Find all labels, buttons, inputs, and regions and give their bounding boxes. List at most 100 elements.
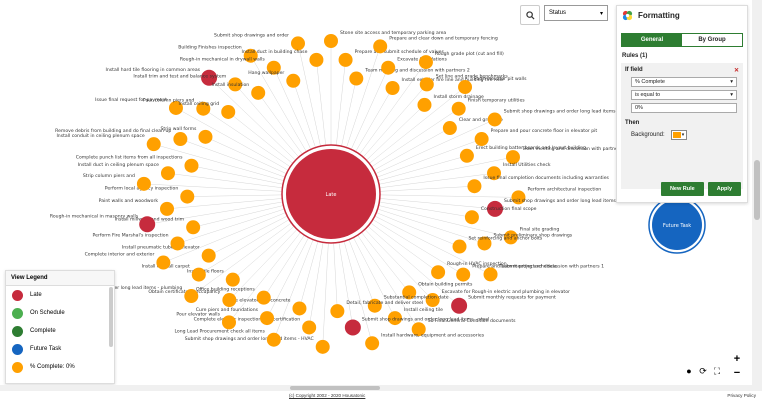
task-node-circle[interactable] — [160, 201, 175, 216]
task-node-circle[interactable] — [309, 52, 324, 67]
search-button[interactable] — [520, 5, 540, 25]
task-node-circle[interactable] — [180, 189, 195, 204]
task-node-circle[interactable] — [344, 319, 361, 336]
task-node[interactable]: Form elevator pit walls — [458, 76, 527, 95]
task-node[interactable]: Detail, fabricate and deliver steel — [330, 300, 423, 319]
task-node-circle[interactable] — [467, 179, 482, 194]
task-node-circle[interactable] — [385, 80, 400, 95]
task-node-circle[interactable] — [184, 158, 199, 173]
task-node-circle[interactable] — [483, 267, 498, 282]
task-node-circle[interactable] — [452, 239, 467, 254]
task-node-circle[interactable] — [431, 265, 446, 280]
task-node-circle[interactable] — [349, 71, 364, 86]
fullscreen-button[interactable]: ⛶ — [711, 364, 723, 378]
task-node[interactable]: Erect building batter boards and layout … — [459, 145, 586, 163]
task-node-circle[interactable] — [256, 290, 271, 305]
task-node-circle[interactable] — [201, 248, 216, 263]
task-node[interactable]: Strip column piers and — [83, 173, 151, 191]
task-node[interactable]: Rough grade plot (cut and fill) — [418, 51, 504, 70]
task-node[interactable]: Construction final scope — [464, 206, 537, 225]
privacy-policy-link[interactable]: Privacy Policy — [727, 393, 756, 398]
task-node[interactable]: Issue final completion documents includi… — [467, 175, 610, 194]
task-node[interactable]: Obtain certificate of occupancy — [148, 289, 237, 308]
task-node[interactable]: Install insulation — [212, 82, 266, 100]
task-node-circle[interactable] — [286, 73, 301, 88]
task-node[interactable]: Install exterior fire line and building … — [385, 77, 505, 95]
task-node-circle[interactable] — [425, 293, 440, 308]
task-node-circle[interactable] — [290, 36, 305, 51]
task-node[interactable]: Submit shop drawings and order long lead… — [486, 198, 637, 217]
task-node-circle[interactable] — [156, 255, 171, 270]
task-node[interactable]: Obtain building permits — [402, 281, 473, 300]
task-node[interactable]: Issue final request for payment — [95, 97, 183, 115]
task-node-circle[interactable] — [243, 48, 258, 63]
task-node[interactable]: Long Lead Procurement check all items — [174, 329, 281, 347]
task-node[interactable]: Substantial completion date — [367, 295, 449, 313]
task-node[interactable]: Install ceiling grid — [178, 101, 236, 119]
task-node[interactable]: Strip wall forms — [161, 126, 213, 144]
task-node[interactable]: Rough-in HVAC inspection — [431, 261, 507, 280]
task-node-circle[interactable] — [136, 176, 151, 191]
task-node-circle[interactable] — [221, 315, 236, 330]
task-node-circle[interactable] — [173, 132, 188, 147]
task-node[interactable]: Install conduit in ceiling plenum space — [56, 133, 161, 152]
task-node[interactable]: Complete punch list items from all inspe… — [76, 155, 199, 173]
task-node-circle[interactable] — [260, 311, 275, 326]
task-node-circle[interactable] — [451, 297, 468, 314]
task-node[interactable]: Clear and grub site — [442, 117, 503, 136]
task-node-circle[interactable] — [442, 121, 457, 136]
task-node[interactable]: Prepare and clear down and temporary fen… — [373, 35, 498, 54]
field-select[interactable]: % Complete ▾ — [631, 77, 737, 87]
tab-by-group[interactable]: By Group — [698, 37, 726, 43]
task-node[interactable]: Team meeting and discussion with partner… — [505, 146, 623, 165]
zoom-in-button[interactable]: + — [733, 353, 741, 365]
task-node[interactable]: Remove debris from building and do final… — [55, 128, 188, 147]
task-node-circle[interactable] — [139, 216, 156, 233]
task-node-circle[interactable] — [221, 104, 236, 119]
task-node[interactable]: Pour elevator walls — [176, 311, 236, 330]
task-node-circle[interactable] — [381, 60, 396, 75]
new-rule-button[interactable]: New Rule — [660, 182, 704, 196]
task-node-circle[interactable] — [486, 200, 503, 217]
task-node-circle[interactable] — [464, 210, 479, 225]
task-node-circle[interactable] — [418, 55, 433, 70]
task-node[interactable]: Perform architectural inspection — [511, 186, 601, 205]
task-node-circle[interactable] — [411, 322, 426, 337]
legend-scrollbar[interactable] — [109, 287, 113, 347]
task-node-circle[interactable] — [338, 52, 353, 67]
zoom-out-button[interactable]: − — [733, 367, 741, 379]
task-node[interactable]: Cure piers and foundations — [196, 307, 275, 326]
task-node-circle[interactable] — [251, 85, 266, 100]
task-node[interactable]: Set line and grade benchmarks — [419, 73, 509, 92]
task-node[interactable]: Building Finishes inspection — [178, 45, 258, 63]
task-node-circle[interactable] — [222, 293, 237, 308]
task-node[interactable]: Final site grading — [503, 226, 560, 245]
task-node-circle[interactable] — [417, 97, 432, 112]
center-node-fill[interactable] — [286, 149, 376, 239]
task-node-circle[interactable] — [315, 339, 330, 354]
network-graph[interactable]: Stone site access and temporary parking … — [0, 0, 752, 385]
task-node-circle[interactable] — [168, 100, 183, 115]
refresh-button[interactable]: ⟳ — [697, 364, 709, 378]
task-node[interactable]: Install tile floors — [187, 269, 240, 287]
task-node[interactable]: Submit shop drawings and order long lead… — [344, 316, 490, 336]
task-node[interactable]: Install pneumatic tube in elevator — [122, 245, 216, 263]
task-node-circle[interactable] — [228, 77, 243, 92]
task-node[interactable]: Perform Fire Marshal's inspection — [93, 232, 185, 251]
task-node-circle[interactable] — [451, 101, 466, 116]
task-node[interactable]: Finish temporary utilities — [451, 98, 526, 116]
task-node[interactable]: Pour column piers and — [143, 98, 211, 116]
task-node[interactable]: Submit shop drawings and order — [214, 32, 305, 51]
task-node[interactable]: Install storm drainage — [417, 94, 484, 112]
task-node-circle[interactable] — [266, 60, 281, 75]
task-node[interactable]: Install hard tile flooring in common are… — [106, 67, 218, 86]
task-node-circle[interactable] — [459, 148, 474, 163]
task-node-circle[interactable] — [302, 320, 317, 335]
future-node-fill[interactable] — [652, 200, 702, 250]
task-node[interactable]: Rough-in mechanical in masonry walls — [50, 213, 156, 233]
task-node[interactable]: Team meeting and discussion with partner… — [483, 263, 605, 282]
task-node-circle[interactable] — [402, 285, 417, 300]
task-node[interactable]: Excavate for Rough-in electric and plumb… — [425, 289, 570, 308]
delete-rule-icon[interactable]: ✕ — [733, 68, 739, 74]
task-node[interactable]: Submit shop drawings and order long lead… — [185, 336, 330, 354]
